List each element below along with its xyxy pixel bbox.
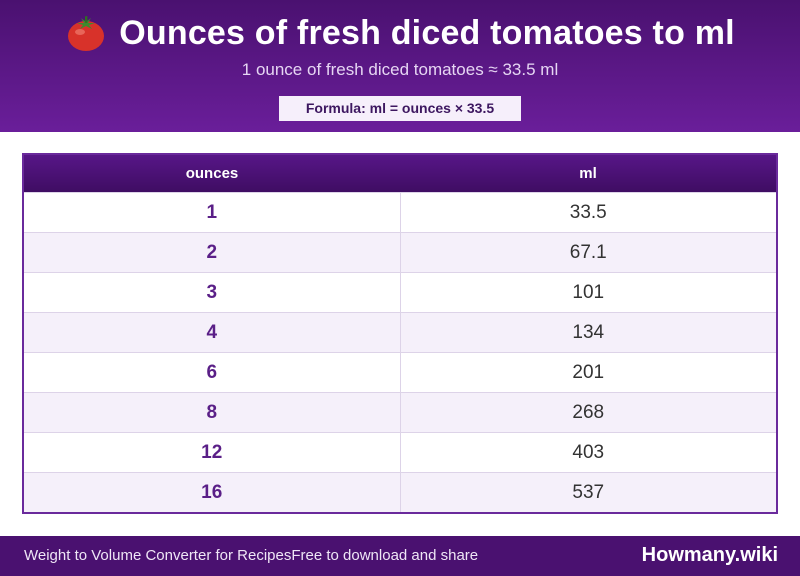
table-row: 8 268 (24, 392, 776, 433)
page-header: Ounces of fresh diced tomatoes to ml 1 o… (0, 0, 800, 132)
page-subtitle: 1 ounce of fresh diced tomatoes ≈ 33.5 m… (241, 60, 559, 79)
table-row: 4 134 (24, 312, 776, 353)
table-row: 12 403 (24, 432, 776, 473)
page-title: Ounces of fresh diced tomatoes to ml (119, 13, 735, 52)
footer-tagline: Weight to Volume Converter for RecipesFr… (24, 547, 479, 564)
ml-cell: 67.1 (400, 232, 776, 273)
ml-cell: 537 (400, 472, 776, 512)
brand-logo[interactable]: Howmany.wiki (641, 544, 778, 566)
ounces-cell: 1 (24, 192, 401, 233)
ounces-cell: 4 (24, 312, 401, 353)
title-row: Ounces of fresh diced tomatoes to ml (0, 12, 800, 54)
ounces-cell: 16 (24, 472, 401, 512)
table-header-row: ounces ml (24, 155, 776, 193)
page-footer: Weight to Volume Converter for RecipesFr… (0, 536, 800, 576)
tomato-icon (65, 12, 107, 54)
ml-cell: 201 (400, 352, 776, 393)
ounces-cell: 3 (24, 272, 401, 313)
conversion-table: ounces ml 1 33.5 2 67.1 3 101 4 134 6 (22, 153, 778, 514)
table-row: 6 201 (24, 352, 776, 393)
table-row: 2 67.1 (24, 232, 776, 273)
ml-cell: 33.5 (400, 192, 776, 233)
table-row: 1 33.5 (24, 192, 776, 233)
ml-cell: 134 (400, 312, 776, 353)
table-row: 16 537 (24, 472, 776, 512)
formula-badge: Formula: ml = ounces × 33.5 (279, 96, 521, 121)
ounces-cell: 6 (24, 352, 401, 393)
ml-cell: 403 (400, 432, 776, 473)
column-header-ml: ml (400, 155, 776, 193)
ml-cell: 101 (400, 272, 776, 313)
ml-cell: 268 (400, 392, 776, 433)
column-header-ounces: ounces (24, 155, 400, 193)
ounces-cell: 8 (24, 392, 401, 433)
ounces-cell: 12 (24, 432, 401, 473)
ounces-cell: 2 (24, 232, 401, 273)
table-row: 3 101 (24, 272, 776, 313)
